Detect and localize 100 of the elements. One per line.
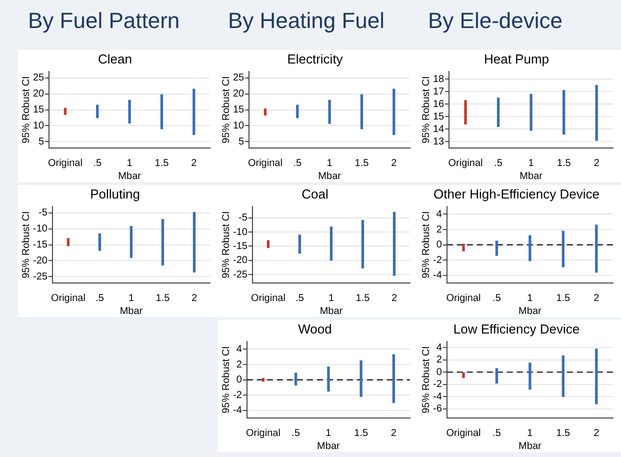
x-tick-label: 1.5: [354, 428, 368, 439]
y-tick-label: -2: [232, 390, 242, 401]
chart-title: Other High-Efficiency Device: [434, 186, 600, 202]
x-tick-label: 1.5: [356, 292, 370, 304]
y-tick-label: -20: [233, 255, 248, 266]
x-tick-label: .5: [492, 292, 502, 304]
y-tick-label: 0: [436, 366, 442, 378]
x-tick-label: 1: [326, 158, 333, 169]
x-tick-label: Original: [250, 292, 286, 304]
y-tick-label: -15: [233, 240, 248, 252]
y-tick-label: -4: [432, 270, 442, 282]
y-tick-label: 25: [233, 72, 245, 84]
y-tick-label: 10: [233, 120, 245, 132]
x-tick-label: Original: [448, 158, 483, 169]
y-tick-label: -10: [233, 226, 248, 238]
bar: [530, 94, 532, 131]
x-tick-label: 1: [128, 292, 134, 304]
y-tick-label: 2: [436, 224, 442, 236]
bar: [495, 240, 498, 256]
bar: [298, 234, 302, 254]
y-axis-title: 95% Robust CI: [220, 346, 232, 414]
bar: [392, 212, 396, 276]
bar: [595, 85, 598, 141]
x-tick-label: .5: [494, 158, 503, 169]
x-axis-title: Mbar: [518, 306, 542, 317]
y-axis-title: 95% Robust CI: [20, 211, 32, 278]
x-tick-label: 1.5: [156, 292, 170, 304]
bar: [264, 108, 267, 116]
chart-title: Polluting: [90, 186, 140, 202]
x-axis-title: Mbar: [320, 306, 344, 317]
x-tick-label: 1: [328, 292, 334, 304]
y-tick-label: -10: [33, 224, 48, 235]
y-tick-label: -15: [33, 240, 48, 251]
bar: [96, 104, 99, 118]
x-axis-title: Mbar: [120, 306, 144, 317]
x-tick-label: 2: [594, 158, 600, 169]
bar: [496, 98, 500, 128]
bar: [595, 348, 598, 404]
x-tick-label: 2: [594, 428, 600, 439]
y-axis-title: 95% Robust CI: [420, 76, 432, 144]
y-tick-label: 2: [236, 359, 242, 370]
y-tick-label: -2: [432, 254, 442, 266]
chart-title: Coal: [302, 186, 328, 202]
bar: [296, 104, 299, 118]
bar: [161, 219, 164, 266]
x-tick-label: Original: [248, 158, 282, 169]
y-tick-label: 2: [436, 354, 442, 366]
bar: [130, 226, 133, 258]
x-tick-label: .5: [93, 158, 102, 169]
chart-title: Clean: [98, 51, 132, 66]
text: By Heating Fuel: [228, 8, 385, 34]
bar: [392, 88, 396, 135]
x-tick-label: Original: [50, 292, 86, 304]
x-tick-label: 1: [528, 158, 534, 169]
text: By Fuel Pattern: [28, 8, 180, 34]
y-tick-label: 14: [433, 124, 445, 135]
bar: [64, 108, 67, 115]
x-axis-title: Mbar: [317, 440, 340, 452]
y-tick-label: 5: [238, 136, 245, 148]
y-tick-label: -5: [238, 212, 248, 224]
y-tick-label: 15: [33, 104, 45, 116]
x-tick-label: 1.5: [556, 292, 571, 304]
x-tick-label: 1: [326, 428, 332, 439]
text: By Ele-device: [428, 8, 563, 34]
bar: [160, 94, 164, 130]
y-tick-label: 16: [433, 98, 445, 110]
bar: [266, 240, 270, 248]
y-tick-label: -4: [432, 391, 442, 402]
y-tick-label: 18: [433, 74, 445, 85]
y-tick-label: -5: [38, 208, 48, 219]
x-axis-title: Mbar: [118, 170, 142, 182]
x-tick-label: 1: [527, 292, 534, 304]
x-tick-label: 2: [391, 158, 398, 169]
y-tick-label: 0: [436, 240, 442, 251]
y-tick-label: 13: [433, 136, 445, 148]
y-axis-title: 95% Robust CI: [220, 211, 232, 278]
y-tick-label: -25: [33, 271, 48, 282]
bar: [464, 100, 467, 125]
y-axis-title: 95% Robust CI: [220, 76, 232, 144]
y-tick-label: -25: [233, 269, 248, 280]
bar: [360, 360, 362, 397]
y-axis-title: 95% Robust CI: [420, 346, 432, 414]
x-tick-label: Original: [446, 428, 481, 439]
bar: [66, 238, 70, 246]
y-tick-label: -6: [432, 404, 442, 415]
x-tick-label: Original: [246, 428, 280, 439]
y-tick-label: 4: [236, 344, 242, 355]
x-axis-title: Mbar: [520, 170, 544, 182]
bar: [562, 90, 566, 135]
y-axis-title: 95% Robust CI: [20, 76, 32, 144]
y-tick-label: 17: [433, 86, 445, 98]
x-tick-label: .5: [296, 292, 304, 304]
x-axis-title: Mbar: [318, 170, 342, 182]
bar: [98, 233, 102, 251]
y-tick-label: 10: [33, 120, 45, 132]
bar: [294, 372, 298, 386]
x-tick-label: .5: [293, 158, 302, 169]
bar: [360, 94, 364, 130]
x-tick-label: .5: [96, 292, 104, 304]
y-tick-label: 4: [436, 208, 442, 220]
